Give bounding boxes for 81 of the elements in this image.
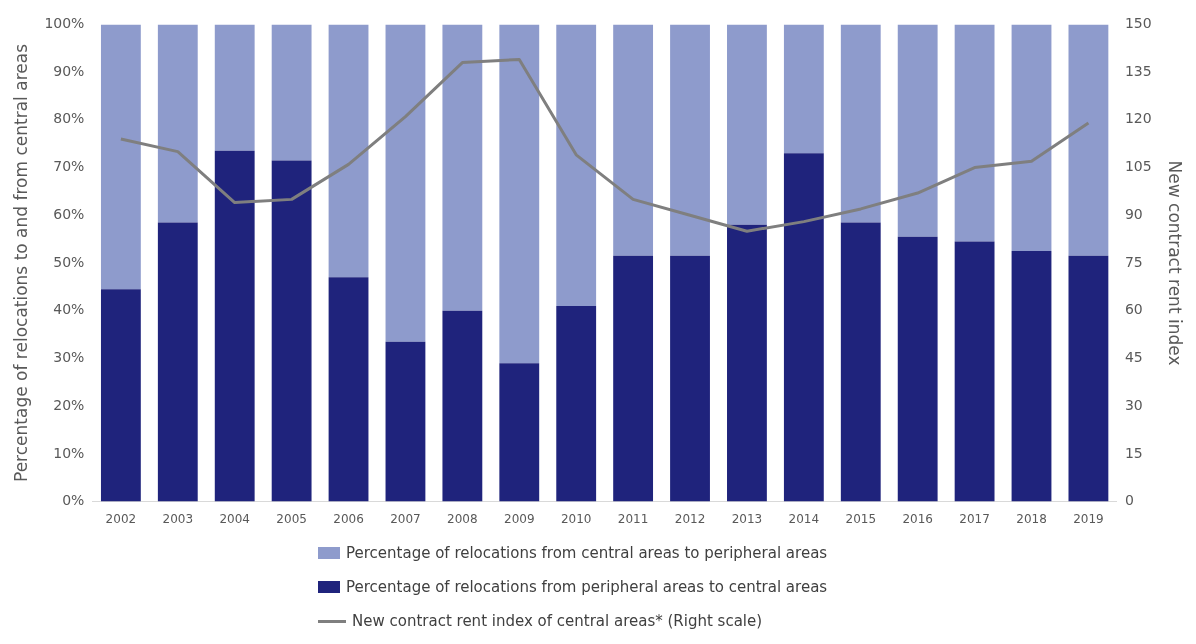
- bar: [840, 24, 881, 223]
- legend-label: New contract rent index of central areas* (Right scale): [352, 612, 763, 630]
- y-tick-label: 40%: [53, 301, 85, 318]
- bar: [613, 24, 654, 256]
- y2-tick-label: 45: [1124, 349, 1143, 366]
- y-tick-label: 20%: [53, 396, 85, 413]
- bar: [214, 150, 255, 502]
- bar: [499, 363, 540, 502]
- legend-label: Percentage of relocations from peripheral areas to central areas: [346, 578, 828, 596]
- bar: [442, 310, 483, 502]
- x-tick-label: 2019: [1073, 511, 1104, 526]
- x-tick-label: 2004: [219, 511, 250, 526]
- bar: [556, 24, 597, 306]
- bar: [328, 277, 369, 502]
- bar: [1011, 251, 1052, 502]
- y-tick-label: 0%: [62, 492, 85, 509]
- y-tick-label: 80%: [53, 110, 85, 127]
- bar: [100, 24, 141, 290]
- x-tick-label: 2017: [959, 511, 990, 526]
- bar: [328, 24, 369, 278]
- bar: [613, 255, 654, 502]
- bar: [214, 24, 255, 151]
- bar: [385, 341, 426, 502]
- x-tick-label: 2018: [1016, 511, 1047, 526]
- y-tick-label: 60%: [53, 205, 85, 222]
- y2-tick-label: 60: [1124, 301, 1143, 318]
- y2-axis-title: New contract rent index: [1165, 160, 1186, 366]
- y-tick-label: 70%: [53, 158, 85, 175]
- legend-label: Percentage of relocations from central areas to peripheral areas: [346, 544, 828, 562]
- bar: [670, 255, 710, 502]
- bar: [783, 153, 824, 502]
- x-tick-label: 2009: [504, 511, 535, 526]
- bar: [840, 222, 881, 502]
- y-axis-title: Percentage of relocations to and from central areas: [10, 43, 31, 482]
- y2-tick-label: 135: [1124, 62, 1152, 79]
- bar: [954, 24, 995, 242]
- y2-tick-label: 30: [1124, 396, 1143, 413]
- y-tick-label: 10%: [53, 444, 85, 461]
- bar: [271, 24, 312, 161]
- y2-tick-label: 150: [1124, 15, 1152, 32]
- y-tick-label: 90%: [53, 62, 85, 79]
- x-tick-label: 2016: [902, 511, 933, 526]
- bar: [385, 24, 426, 342]
- x-tick-label: 2008: [447, 511, 478, 526]
- y-tick-label: 30%: [53, 349, 85, 366]
- y2-tick-label: 90: [1124, 205, 1143, 222]
- bar: [783, 24, 824, 154]
- bar: [670, 24, 710, 256]
- bar: [100, 289, 141, 502]
- y2-tick-label: 75: [1124, 253, 1143, 270]
- x-tick-label: 2003: [162, 511, 194, 526]
- bar: [442, 24, 483, 311]
- bar: [897, 24, 938, 237]
- bar: [1068, 24, 1109, 256]
- bar: [954, 241, 995, 502]
- y2-tick-label: 0: [1124, 492, 1134, 509]
- y-tick-label: 100%: [44, 15, 85, 32]
- x-tick-label: 2015: [845, 511, 877, 526]
- bar: [556, 305, 597, 502]
- bar: [157, 24, 198, 223]
- x-tick-label: 2002: [105, 511, 137, 526]
- x-tick-label: 2014: [788, 511, 820, 526]
- y2-tick-label: 15: [1124, 444, 1143, 461]
- x-tick-label: 2012: [674, 511, 706, 526]
- x-tick-label: 2006: [333, 511, 364, 526]
- bar: [1068, 255, 1109, 502]
- bar: [897, 236, 938, 502]
- y-tick-label: 50%: [53, 253, 85, 270]
- x-tick-label: 2010: [560, 511, 592, 526]
- bar: [271, 160, 312, 502]
- bar: [157, 222, 198, 502]
- bar: [727, 224, 767, 502]
- y2-tick-label: 105: [1124, 158, 1152, 175]
- bar: [1011, 24, 1052, 252]
- x-tick-label: 2011: [617, 511, 649, 526]
- x-tick-label: 2005: [276, 511, 307, 526]
- bar: [499, 24, 540, 364]
- bar: [727, 24, 767, 225]
- x-tick-label: 2013: [731, 511, 763, 526]
- x-tick-label: 2007: [390, 511, 421, 526]
- y2-tick-label: 120: [1124, 110, 1152, 127]
